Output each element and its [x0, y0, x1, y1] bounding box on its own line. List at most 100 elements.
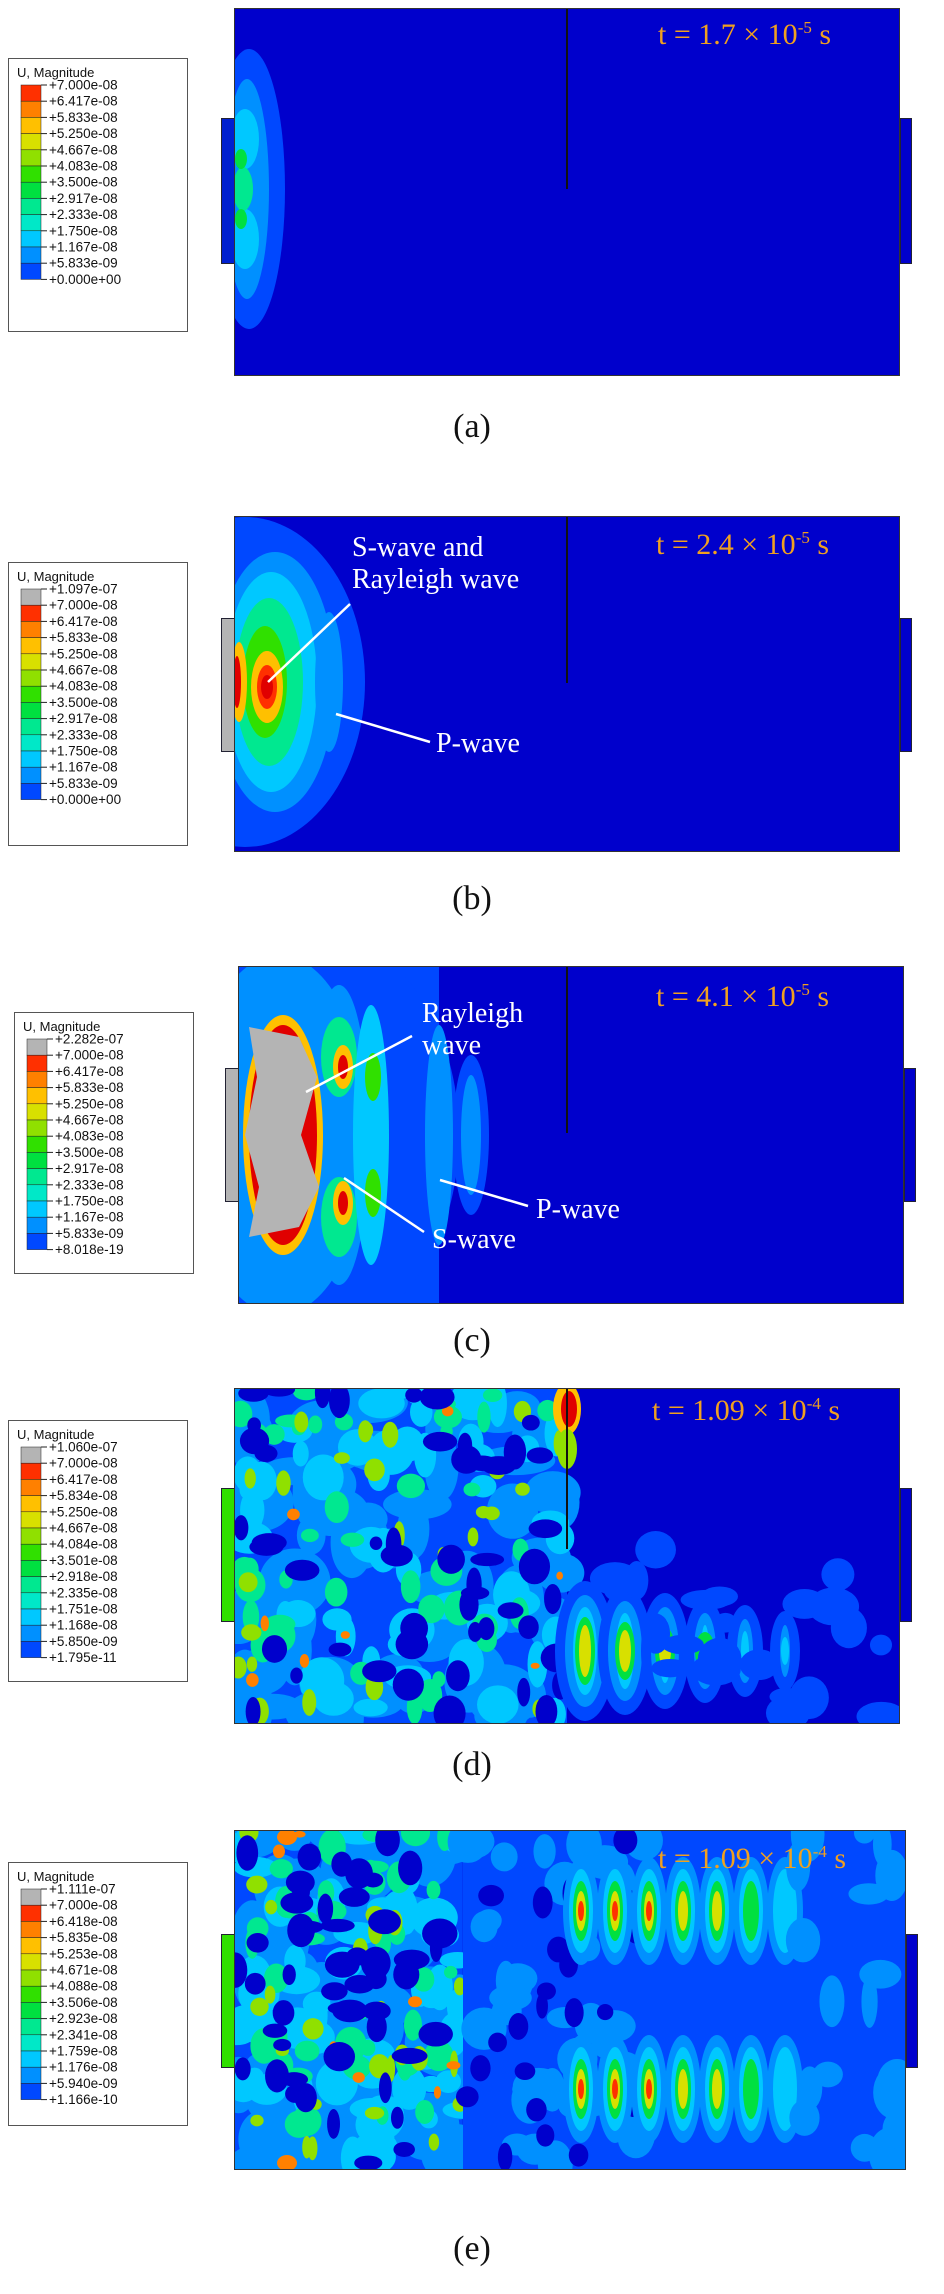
right-tab [900, 618, 912, 752]
time-label: t = 1.09 × 10-4 s [652, 1394, 841, 1427]
caption-e: (e) [453, 2230, 491, 2267]
legend-tick-label: +5.940e-09 [49, 2076, 118, 2091]
legend-tick-label: +7.000e-08 [49, 1898, 118, 1913]
rayleigh-wave-label: Rayleigh wave [422, 998, 524, 1061]
legend-d: U, Magnitude +1.060e-07 +7.000e-08 +6.417e… [8, 1420, 188, 1682]
legend-b: U, Magnitude +1.097e-07 +7.000e-08 +6.417e… [8, 562, 188, 846]
caption-b: (b) [452, 880, 492, 917]
crack-line [566, 1389, 568, 1549]
legend-tick-label: +5.253e-08 [49, 1946, 118, 1961]
legend-title: U, Magnitude [17, 1869, 95, 1884]
legend-tick-label: +2.917e-08 [49, 711, 118, 726]
right-tab [904, 1068, 916, 1202]
legend-tick-label: +7.000e-08 [49, 598, 118, 613]
legend-title: U, Magnitude [17, 569, 95, 584]
legend-swatch [20, 1446, 42, 1464]
legend-swatch [20, 1495, 42, 1513]
panel-a: U, Magnitude +7.000e-08 +6.417e-08 +5.833e… [0, 0, 944, 470]
legend-tick-label: +3.506e-08 [49, 1995, 118, 2010]
caption-c: (c) [453, 1322, 491, 1359]
time-label: t = 1.09 × 10-4 s [658, 1842, 847, 1875]
legend-swatch [20, 1527, 42, 1545]
time-label: t = 4.1 × 10-5 s [656, 980, 830, 1013]
legend-swatch [20, 1985, 42, 2003]
legend-swatch [20, 1969, 42, 1987]
legend-title: U, Magnitude [23, 1019, 101, 1034]
legend-e: U, Magnitude +1.111e-07 +7.000e-08 +6.418e… [8, 1862, 188, 2126]
legend-tick-label: +5.834e-08 [49, 1488, 118, 1503]
legend-swatch [20, 1641, 42, 1658]
legend-swatch [20, 1560, 42, 1577]
legend-tick-label: +5.835e-08 [49, 1930, 118, 1945]
legend-tick-label: +1.168e-08 [49, 1618, 118, 1633]
legend-tick-label: +1.167e-08 [49, 760, 118, 775]
s-wave-label: S-wave [432, 1224, 516, 1255]
legend-tick-label: +4.667e-08 [55, 1113, 124, 1128]
displacement-field [235, 1389, 899, 1723]
crack-line [566, 967, 568, 1133]
legend-tick-label: +6.417e-08 [49, 94, 118, 109]
legend-swatch [20, 1921, 42, 1938]
crack-line [566, 517, 568, 683]
legend-tick-label: +1.751e-08 [49, 1602, 118, 1617]
legend-swatch [20, 1462, 42, 1480]
legend-tick-label: +1.750e-08 [49, 744, 118, 759]
legend-tick-label: +5.833e-08 [49, 630, 118, 645]
legend-tick-label: +4.667e-08 [49, 1521, 118, 1536]
legend-tick-label: +1.167e-08 [55, 1210, 124, 1225]
legend-tick-label: +1.176e-08 [49, 2060, 118, 2075]
legend-colorbar: +1.097e-07+7.000e-08+6.417e-08+5.833e-08… [20, 582, 121, 807]
legend-tick-label: +5.250e-08 [49, 126, 118, 141]
p-wave-label: P-wave [436, 728, 520, 759]
displacement-field [235, 1831, 905, 2169]
legend-tick-label: +8.018e-19 [55, 1242, 124, 1257]
legend-swatch [20, 2002, 42, 2019]
legend-title: U, Magnitude [17, 1427, 95, 1442]
p-wave-label: P-wave [536, 1194, 620, 1225]
legend-tick-label: +1.097e-07 [49, 582, 118, 597]
contour-plate-b [234, 516, 900, 852]
caption-d: (d) [452, 1746, 492, 1783]
legend-swatch [20, 1608, 42, 1626]
legend-swatch [20, 1543, 42, 1561]
legend-tick-label: +1.060e-07 [49, 1440, 118, 1455]
legend-tick-label: +4.084e-08 [49, 1537, 118, 1552]
legend-tick-label: +5.850e-09 [49, 1634, 118, 1649]
legend-swatch [20, 262, 42, 280]
contour-plate-c [238, 966, 904, 1304]
legend-swatch [20, 2018, 42, 2036]
legend-tick-label: +7.000e-08 [49, 1456, 118, 1471]
legend-tick-label: +1.166e-10 [49, 2092, 118, 2107]
crack-line [566, 9, 568, 189]
legend-tick-label: +2.341e-08 [49, 2027, 118, 2042]
legend-tick-label: +1.111e-07 [49, 1882, 116, 1897]
legend-tick-label: +1.167e-08 [49, 240, 118, 255]
legend-tick-label: +5.833e-08 [55, 1080, 124, 1095]
legend-tick-label: +4.088e-08 [49, 1979, 118, 1994]
legend-tick-label: +5.833e-09 [49, 256, 118, 271]
legend-tick-label: +3.500e-08 [49, 695, 118, 710]
legend-tick-label: +0.000e+00 [49, 792, 121, 807]
displacement-field [235, 49, 285, 329]
legend-tick-label: +2.333e-08 [55, 1177, 124, 1192]
legend-swatch [20, 1479, 42, 1496]
legend-tick-label: +2.923e-08 [49, 2011, 118, 2026]
left-tab [221, 1488, 235, 1622]
legend-tick-label: +5.250e-08 [49, 646, 118, 661]
legend-tick-label: +4.083e-08 [49, 679, 118, 694]
legend-tick-label: +5.833e-08 [49, 110, 118, 125]
legend-tick-label: +5.833e-09 [55, 1226, 124, 1241]
legend-tick-label: +0.000e+00 [49, 272, 121, 287]
legend-tick-label: +2.917e-08 [55, 1161, 124, 1176]
legend-swatch [20, 2083, 42, 2100]
legend-tick-label: +4.667e-08 [49, 142, 118, 157]
legend-colorbar: +1.060e-07+7.000e-08+6.417e-08+5.834e-08… [20, 1440, 118, 1665]
legend-tick-label: +3.500e-08 [55, 1145, 124, 1160]
legend-tick-label: +4.667e-08 [49, 663, 118, 678]
right-tab [906, 1934, 918, 2068]
legend-tick-label: +5.833e-09 [49, 776, 118, 791]
legend-colorbar: +2.282e-07+7.000e-08+6.417e-08+5.833e-08… [26, 1032, 124, 1257]
legend-colorbar: +7.000e-08+6.417e-08+5.833e-08+5.250e-08… [20, 78, 121, 287]
legend-tick-label: +3.500e-08 [49, 175, 118, 190]
legend-tick-label: +2.917e-08 [49, 191, 118, 206]
